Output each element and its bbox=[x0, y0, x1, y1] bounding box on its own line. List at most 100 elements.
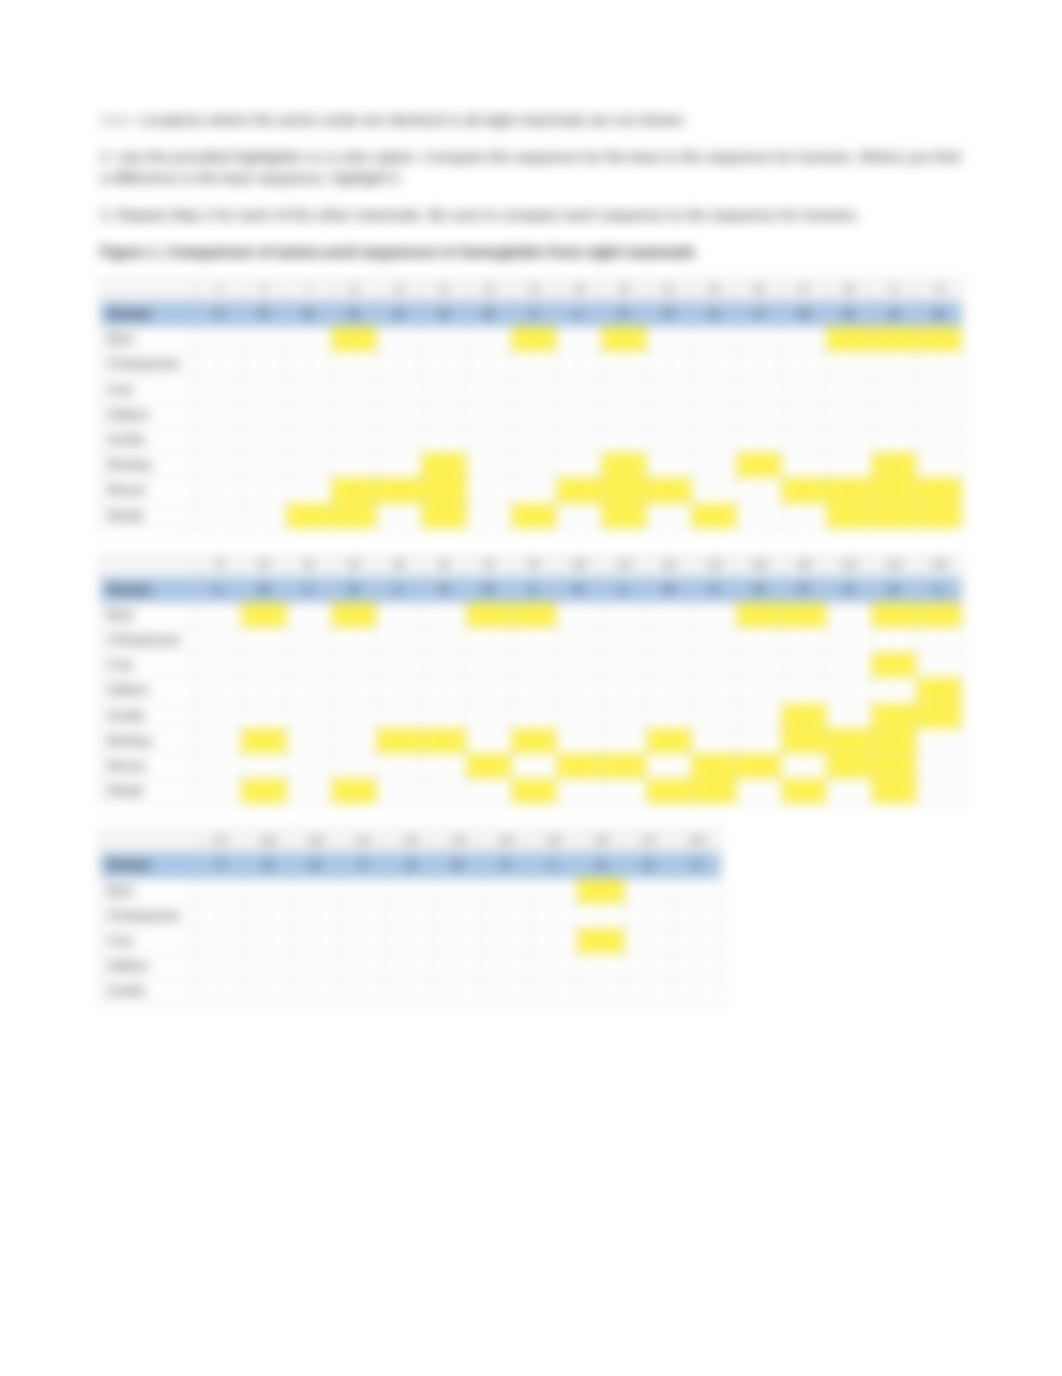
position-header: 85 bbox=[332, 555, 377, 577]
seq-cell: - bbox=[917, 453, 962, 478]
seq-cell: - bbox=[827, 402, 872, 427]
seq-cell: - bbox=[602, 703, 647, 728]
seq-cell: - bbox=[332, 478, 377, 503]
seq-cell: A bbox=[827, 577, 872, 602]
seq-cell: - bbox=[577, 903, 625, 928]
seq-cell: - bbox=[422, 503, 467, 528]
position-header: 21 bbox=[422, 280, 467, 302]
row-label: Monkey bbox=[101, 728, 197, 753]
position-header: 105 bbox=[557, 555, 602, 577]
seq-cell: - bbox=[339, 979, 387, 1004]
seq-cell: - bbox=[692, 377, 737, 402]
seq-cell: - bbox=[782, 478, 827, 503]
seq-cell: - bbox=[737, 453, 782, 478]
position-header: 59 bbox=[827, 280, 872, 302]
seq-cell: P bbox=[782, 577, 827, 602]
seq-cell: - bbox=[692, 402, 737, 427]
seq-cell: - bbox=[692, 628, 737, 653]
seq-cell: - bbox=[467, 728, 512, 753]
seq-cell: - bbox=[557, 754, 602, 779]
seq-cell: - bbox=[482, 903, 530, 928]
seq-cell: - bbox=[647, 754, 692, 779]
seq-cell: K bbox=[434, 853, 482, 878]
seq-cell: - bbox=[692, 728, 737, 753]
seq-cell: - bbox=[672, 903, 720, 928]
seq-cell: - bbox=[692, 678, 737, 703]
seq-cell: - bbox=[377, 728, 422, 753]
seq-cell: - bbox=[377, 377, 422, 402]
seq-cell: - bbox=[287, 503, 332, 528]
seq-cell: - bbox=[339, 928, 387, 953]
seq-cell: - bbox=[422, 453, 467, 478]
seq-cell: - bbox=[557, 653, 602, 678]
position-header: 139 bbox=[292, 831, 340, 853]
seq-cell: - bbox=[872, 754, 917, 779]
seq-cell: - bbox=[872, 703, 917, 728]
seq-cell: - bbox=[377, 453, 422, 478]
seq-cell: - bbox=[377, 602, 422, 627]
seq-cell: - bbox=[737, 352, 782, 377]
seq-cell: - bbox=[692, 653, 737, 678]
seq-cell: - bbox=[557, 628, 602, 653]
seq-cell: - bbox=[332, 427, 377, 452]
row-label: Human bbox=[101, 577, 197, 602]
seq-cell: - bbox=[782, 427, 827, 452]
row-label: Whale bbox=[101, 503, 197, 528]
seq-cell: L bbox=[377, 577, 422, 602]
seq-cell: - bbox=[827, 779, 872, 804]
seq-cell: - bbox=[467, 377, 512, 402]
seq-cell: - bbox=[625, 979, 673, 1004]
seq-cell: - bbox=[287, 754, 332, 779]
seq-cell: - bbox=[530, 954, 578, 979]
seq-cell: - bbox=[530, 878, 578, 903]
seq-cell: A bbox=[577, 853, 625, 878]
seq-cell: - bbox=[339, 878, 387, 903]
seq-cell: - bbox=[292, 979, 340, 1004]
position-header: 92 bbox=[467, 555, 512, 577]
position-header: 88 bbox=[377, 555, 422, 577]
seq-cell: - bbox=[782, 453, 827, 478]
seq-cell: P bbox=[647, 302, 692, 327]
seq-cell: - bbox=[332, 602, 377, 627]
seq-cell: E bbox=[287, 302, 332, 327]
seq-cell: - bbox=[332, 653, 377, 678]
position-header: 7 bbox=[287, 280, 332, 302]
seq-cell: - bbox=[625, 928, 673, 953]
seq-cell: - bbox=[647, 402, 692, 427]
seq-cell: - bbox=[917, 402, 962, 427]
seq-cell: - bbox=[827, 377, 872, 402]
seq-cell: - bbox=[467, 678, 512, 703]
seq-cell: - bbox=[737, 402, 782, 427]
seq-cell: - bbox=[737, 653, 782, 678]
step-3: 3. Repeat Step 2 for each of the other m… bbox=[100, 205, 962, 226]
seq-cell: L bbox=[512, 577, 557, 602]
row-label: Gorilla bbox=[101, 427, 197, 452]
seq-cell: - bbox=[737, 678, 782, 703]
seq-cell: - bbox=[512, 427, 557, 452]
seq-cell: - bbox=[692, 602, 737, 627]
seq-cell: - bbox=[782, 779, 827, 804]
seq-cell: V bbox=[737, 302, 782, 327]
seq-cell: - bbox=[422, 427, 467, 452]
position-header: 46 bbox=[602, 280, 647, 302]
seq-cell: - bbox=[197, 352, 242, 377]
seq-cell: - bbox=[244, 903, 292, 928]
seq-cell: - bbox=[242, 703, 287, 728]
seq-cell: - bbox=[557, 503, 602, 528]
seq-cell: - bbox=[827, 628, 872, 653]
position-header: 128 bbox=[737, 555, 782, 577]
seq-cell: - bbox=[647, 703, 692, 728]
seq-cell: - bbox=[827, 678, 872, 703]
seq-cell: - bbox=[827, 503, 872, 528]
seq-cell: - bbox=[557, 453, 602, 478]
seq-cell: - bbox=[672, 979, 720, 1004]
seq-cell: - bbox=[602, 503, 647, 528]
seq-cell: - bbox=[422, 779, 467, 804]
seq-cell: - bbox=[602, 453, 647, 478]
seq-cell: G bbox=[242, 577, 287, 602]
note-line: Note: Locations where the amino acids ar… bbox=[100, 110, 962, 131]
seq-cell: - bbox=[242, 503, 287, 528]
position-header: 5 bbox=[242, 280, 287, 302]
seq-cell: - bbox=[647, 728, 692, 753]
seq-cell: V bbox=[692, 577, 737, 602]
